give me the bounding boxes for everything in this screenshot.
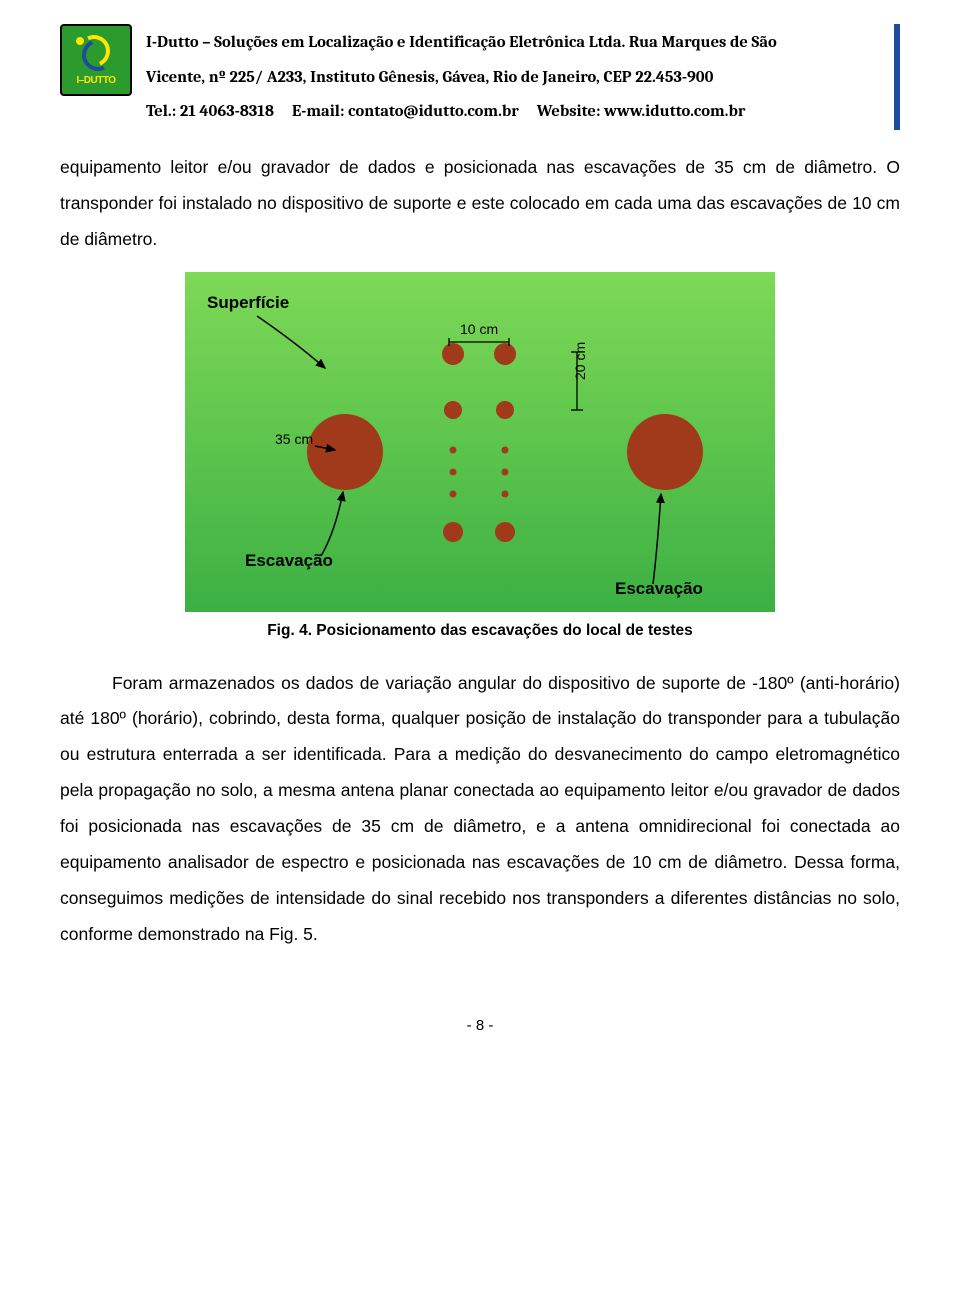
svg-text:10 cm: 10 cm bbox=[460, 321, 498, 337]
svg-text:20 cm: 20 cm bbox=[572, 341, 588, 379]
company-logo: I–DUTTO bbox=[60, 24, 132, 96]
page-number: - 8 - bbox=[60, 1017, 900, 1034]
svg-text:35 cm: 35 cm bbox=[275, 431, 313, 447]
paragraph-body: Foram armazenados os dados de variação a… bbox=[60, 666, 900, 953]
logo-label: I–DUTTO bbox=[76, 75, 115, 86]
diagram-svg: Superfície 10 cm 20 cm 35 cm Escavação Escava… bbox=[185, 272, 775, 612]
figure-4-diagram: Superfície 10 cm 20 cm 35 cm Escavação Escava… bbox=[185, 272, 775, 640]
logo-glyph bbox=[74, 35, 118, 73]
header-email: E-mail: contato@idutto.com.br bbox=[292, 102, 519, 121]
figure-caption: Fig. 4. Posicionamento das escavações do… bbox=[185, 622, 775, 640]
header-website: Website: www.idutto.com.br bbox=[537, 102, 746, 121]
paragraph-intro: equipamento leitor e/ou gravador de dado… bbox=[60, 150, 900, 258]
header-text-block: I-Dutto – Soluções em Localização e Iden… bbox=[146, 24, 900, 130]
header-line-1: I-Dutto – Soluções em Localização e Iden… bbox=[146, 33, 777, 52]
svg-text:Escavação: Escavação bbox=[615, 579, 703, 598]
header-line-2: Vicente, nº 225/ A233, Instituto Gênesis… bbox=[146, 68, 713, 87]
letterhead-header: I–DUTTO I-Dutto – Soluções em Localizaçã… bbox=[60, 24, 900, 130]
header-tel: Tel.: 21 4063-8318 bbox=[146, 102, 274, 121]
svg-text:Escavação: Escavação bbox=[245, 551, 333, 570]
svg-text:Superfície: Superfície bbox=[207, 293, 289, 312]
